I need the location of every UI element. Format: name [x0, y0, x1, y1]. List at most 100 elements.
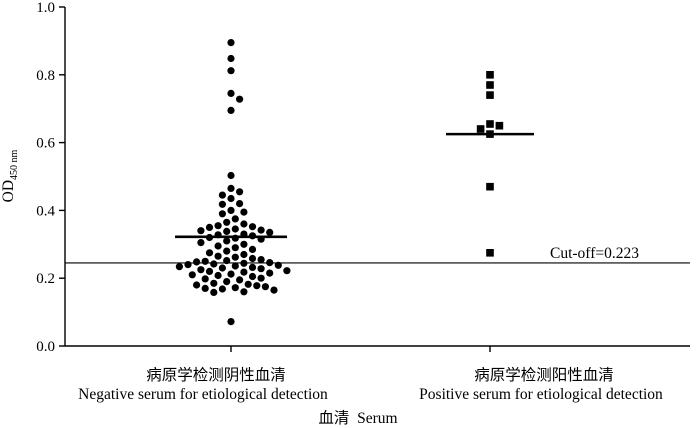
negative-point [197, 266, 205, 274]
negative-point [214, 271, 222, 280]
negative-point [214, 222, 222, 230]
positive-point [476, 125, 485, 133]
positive-point [486, 120, 494, 128]
negative-point [227, 206, 235, 214]
negative-point [257, 226, 265, 234]
negative-point [266, 259, 274, 267]
negative-point [248, 263, 257, 271]
negative-point [227, 194, 235, 203]
positive-point [486, 71, 494, 79]
negative-point [227, 54, 235, 63]
x-axis-title: 血清 Serum [318, 409, 397, 427]
negative-point [205, 249, 214, 257]
negative-point [214, 252, 222, 260]
negative-point [231, 284, 239, 292]
y-axis-title-sub: 450 nm [9, 149, 20, 180]
negative-point [266, 228, 274, 236]
negative-point [223, 237, 231, 245]
y-axis-title-main: OD [0, 180, 17, 202]
negative-point [197, 239, 205, 247]
negative-point [218, 200, 226, 208]
negative-point [193, 281, 201, 289]
negative-point [248, 223, 257, 231]
y-tick-label: 0.4 [36, 203, 55, 219]
y-tick-label: 1.0 [36, 0, 55, 16]
negative-point [227, 171, 235, 180]
negative-point [218, 285, 226, 293]
negative-point [240, 268, 248, 276]
negative-point [231, 215, 239, 223]
negative-point [223, 247, 231, 255]
negative-point [248, 272, 257, 281]
negative-point [201, 257, 209, 265]
negative-point [227, 67, 235, 75]
negative-point [231, 262, 239, 270]
negative-point [236, 276, 244, 284]
negative-point [248, 245, 257, 253]
negative-point [188, 271, 196, 279]
negative-point [257, 265, 265, 273]
y-tick-label: 0.2 [36, 271, 55, 287]
negative-point [205, 267, 214, 275]
negative-point [210, 279, 218, 287]
category-label-pos-zh: 病原学检测阳性血清 [474, 366, 614, 384]
positive-point [486, 81, 494, 89]
y-tick-label: 0.0 [36, 339, 55, 355]
y-axis-title: OD450 nm [0, 149, 20, 202]
negative-point [214, 242, 222, 250]
negative-point [236, 95, 244, 103]
negative-point [261, 283, 269, 291]
positive-point [486, 182, 494, 191]
negative-point [257, 256, 265, 264]
category-label-neg-en: Negative serum for etiological detection [78, 386, 328, 403]
negative-point [223, 227, 231, 235]
negative-point [257, 274, 265, 282]
negative-point [175, 263, 183, 271]
negative-point [184, 261, 192, 269]
negative-point [266, 269, 274, 277]
negative-point [201, 275, 209, 283]
data-marks [65, 39, 690, 326]
negative-point [236, 200, 244, 208]
negative-point [193, 258, 201, 266]
negative-point [223, 278, 231, 286]
negative-point [227, 270, 235, 278]
negative-point [283, 267, 291, 275]
negative-point [270, 286, 278, 294]
negative-point [236, 188, 244, 196]
negative-point [223, 218, 231, 226]
negative-point [240, 220, 248, 228]
negative-point [218, 210, 226, 218]
negative-point [205, 223, 214, 231]
cutoff-label: Cut-off=0.223 [550, 245, 639, 262]
negative-point [231, 225, 239, 233]
y-tick-label: 0.6 [36, 136, 55, 152]
negative-point [244, 280, 252, 288]
y-tick-label: 0.8 [36, 68, 55, 84]
negative-point [210, 260, 218, 268]
negative-point [253, 282, 261, 290]
negative-point [231, 253, 239, 261]
negative-point [240, 208, 248, 216]
negative-point [231, 244, 239, 252]
positive-point [486, 91, 494, 99]
negative-point [197, 227, 205, 235]
negative-point [227, 39, 235, 47]
negative-point [218, 191, 226, 199]
negative-point [227, 318, 235, 326]
negative-point [227, 184, 235, 192]
negative-point [240, 288, 248, 296]
negative-point [274, 261, 282, 269]
negative-point [227, 89, 235, 97]
negative-point [240, 240, 248, 248]
negative-point [210, 288, 218, 296]
negative-point [240, 259, 248, 267]
positive-point [495, 121, 504, 130]
negative-point [240, 250, 248, 259]
negative-point [218, 264, 226, 272]
negative-point [227, 106, 235, 114]
category-label-pos-en: Positive serum for etiological detection [419, 386, 663, 403]
negative-point [248, 254, 257, 263]
category-label-neg-zh: 病原学检测阴性血清 [146, 366, 286, 384]
negative-point [201, 284, 209, 292]
